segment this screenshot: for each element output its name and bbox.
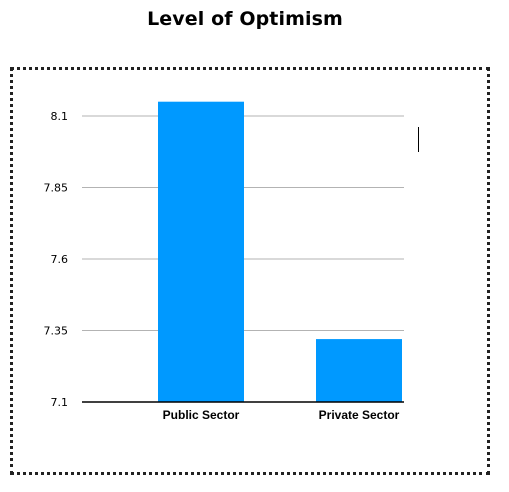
y-tick-label: 7.85 <box>44 182 69 195</box>
bar <box>158 101 244 402</box>
bars <box>158 101 402 402</box>
y-axis-ticks: 7.1 7.35 7.6 7.85 8.1 <box>44 110 69 409</box>
y-tick-label: 7.1 <box>51 396 69 409</box>
chart-frame <box>10 67 490 475</box>
y-tick-label: 7.6 <box>51 253 69 266</box>
y-tick-label: 8.1 <box>51 110 69 123</box>
x-axis-ticks: Public Sector Private Sector <box>163 408 400 422</box>
y-tick-label: 7.35 <box>44 325 69 338</box>
chart-title: Level of Optimism <box>147 8 343 30</box>
x-tick-label: Private Sector <box>319 408 400 422</box>
x-tick-label: Public Sector <box>163 408 240 422</box>
bar <box>316 339 402 402</box>
